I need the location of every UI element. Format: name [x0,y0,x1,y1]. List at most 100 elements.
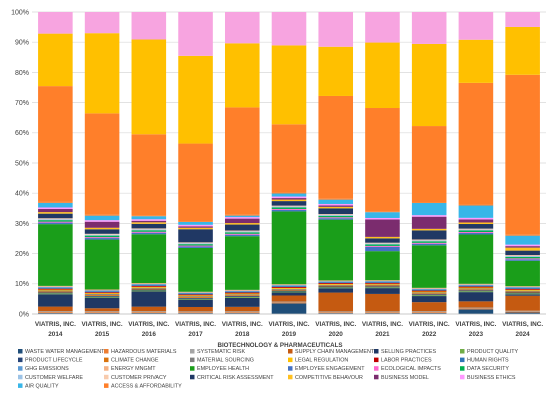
bar-segment [178,221,213,225]
bar-segment [365,283,400,285]
bar-segment [318,283,354,285]
bar-segment [178,242,213,244]
bar-segment [38,292,73,294]
bar-segment [505,312,540,314]
x-group-label: VIATRIS, INC. [409,321,450,328]
legend-swatch [18,366,23,371]
bar-segment [505,235,540,245]
bar-segment [318,284,354,286]
bar-segment [84,292,120,294]
bar-segment [178,299,213,307]
x-group-label: VIATRIS, INC. [502,321,543,328]
legend-label: ECOLOGICAL IMPACTS [381,366,441,372]
bar-segment [224,293,260,295]
bar-segment [224,311,260,313]
bar-segment [178,245,213,247]
bar-segment [505,294,540,296]
bar-segment [38,218,73,220]
legend-swatch [374,366,379,371]
bar-segment [131,234,167,284]
bar-segment [365,285,400,287]
legend-swatch [460,374,465,380]
bar-segment [131,39,167,135]
bar-segment [271,301,307,303]
bar-segment [505,291,540,293]
bar-segment [178,306,213,312]
legend-item: GHG EMISSIONS [18,366,69,372]
legend-swatch [190,357,195,363]
bar-segment [411,288,447,290]
bar-segment [458,288,494,290]
bar-segment [458,285,494,287]
x-tick-label: 2021 [375,331,390,338]
bar-segment [84,227,120,230]
bar-segment [271,198,307,200]
bar-segment [38,293,73,295]
x-axis: VIATRIS, INC. 2014 VIATRIS, INC. 2015 VIATRI… [32,313,546,338]
bar-segment [365,242,400,244]
bar-2020 [318,12,354,314]
x-tick-label: 2022 [422,331,437,338]
bar-segment [131,216,167,220]
legend-swatch [190,366,195,371]
legend-label: BUSINESS ETHICS [467,375,516,381]
bar-segment [365,244,400,246]
legend-item: ECOLOGICAL IMPACTS [374,366,441,372]
bar-segment [224,234,260,237]
bar-segment [318,286,354,288]
bar-segment [411,291,447,293]
y-tick-label: 50% [15,160,29,167]
bar-2023 [458,12,494,314]
y-tick-label: 80% [15,70,29,77]
bar-segment [224,292,260,294]
bar-segment [178,247,213,292]
bar-segment [505,310,540,312]
y-tick-label: 100% [11,9,29,16]
legend-item: EMPLOYEE ENGAGEMENT [288,366,365,372]
bar-segment [178,244,213,246]
bar-segment [365,284,400,286]
bar-segment [178,297,213,298]
legend-swatch [190,374,195,380]
bar-segment [178,246,213,248]
bar-segment [505,286,540,288]
bar-segment [224,217,260,219]
bar-segment [38,12,73,34]
x-tick-label: 2023 [469,331,484,338]
bar-segment [318,206,354,209]
legend-label: HUMAN RIGHTS [467,358,509,364]
bar-segment [411,241,447,243]
bar-segment [505,288,540,290]
bar-segment [411,12,447,44]
bar-segment [505,250,540,256]
bar-segment [224,312,260,314]
bar-segment [131,284,167,285]
bar-segment [271,284,307,286]
bar-segment [38,219,73,221]
bar-segment [318,214,354,215]
bar-segment [411,239,447,241]
legend-swatch [460,357,465,363]
x-tick-label: 2014 [48,331,63,338]
legend-label: COMPETITIVE BEHAVOUR [295,375,363,381]
bar-segment [131,287,167,289]
legend-item: CUSTOMER WELFARE [18,374,83,381]
legend-label: HAZARDOUS MATERIALS [111,349,177,355]
bar-segment [271,292,307,296]
bar-segment [131,283,167,285]
bar-segment [411,295,447,297]
legend-swatch [190,349,195,354]
bar-segment [178,12,213,56]
legend-item: SELLING PRACTICES [374,349,437,355]
bar-segment [271,303,307,314]
bar-segment [505,259,540,261]
bar-segment [84,220,120,222]
bar-segment [224,224,260,231]
bar-segment [84,308,120,312]
legend-item: ACCESS & AFFORDABILITY [104,383,182,389]
bar-segment [318,280,354,282]
bar-segment [178,229,213,243]
bar-segment [411,287,447,289]
bar-2019 [271,12,307,314]
